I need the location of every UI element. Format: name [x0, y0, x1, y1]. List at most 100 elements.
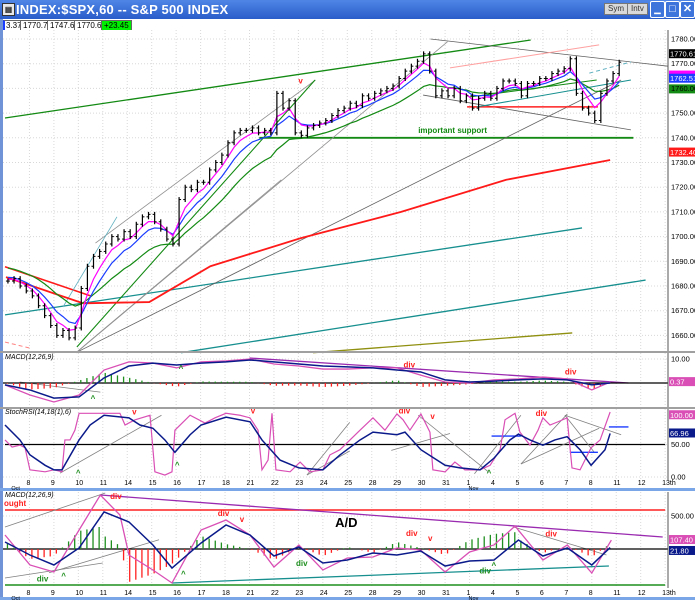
price-bar: [5, 278, 10, 284]
x-tick-label: 21: [247, 480, 255, 487]
price-bar: [262, 127, 267, 136]
annotation-label: v: [240, 515, 245, 524]
y-tick-label: 1660.00: [671, 331, 695, 340]
y-tick-label: 1680.00: [671, 282, 695, 291]
price-bar: [562, 66, 567, 74]
x-tick-label: 15: [149, 480, 157, 487]
x-month-label: Nov: [469, 596, 479, 600]
price-bar: [164, 226, 169, 242]
price-bar: [494, 85, 499, 101]
y-tick-label: 1670.00: [671, 306, 695, 315]
trendline: [100, 494, 663, 538]
x-tick-label: 24: [320, 590, 328, 597]
value-badge: [669, 147, 695, 157]
price-bar: [433, 68, 438, 99]
x-tick-label: 30: [418, 480, 426, 487]
price-bar: [598, 90, 603, 123]
trendline: [4, 266, 91, 297]
price-bar: [152, 211, 157, 225]
price-bar: [30, 288, 35, 299]
price-bar: [42, 303, 47, 319]
price-bar: [482, 90, 487, 101]
x-tick-label: 21: [247, 590, 255, 597]
price-bar: [501, 78, 506, 91]
price-bar: [177, 197, 182, 247]
trendline: [171, 565, 609, 584]
value-badge-label: 1762.51: [670, 74, 695, 83]
x-tick-label: 11: [613, 590, 620, 597]
annotation-label: div: [110, 492, 122, 501]
x-tick-label: 8: [589, 480, 593, 487]
price-bar: [397, 76, 402, 89]
x-tick-label: 5: [515, 590, 519, 597]
price-bar: [336, 108, 341, 119]
x-tick-label: 22: [271, 480, 279, 487]
price-bar: [207, 167, 212, 185]
price-bar: [586, 105, 591, 116]
x-tick-label: 14: [124, 590, 132, 597]
trendline: [476, 79, 632, 108]
x-tick-label: 10: [75, 480, 83, 487]
trendline: [564, 414, 622, 436]
y-tick-label: 500.00: [671, 511, 694, 520]
price-bar: [354, 100, 359, 109]
maximize-button[interactable]: □: [665, 1, 680, 18]
x-tick-label: 25: [344, 480, 352, 487]
price-bar: [360, 93, 365, 109]
x-tick-label: 10: [75, 590, 83, 597]
y-tick-label: 1700.00: [671, 232, 695, 241]
price-bar: [60, 327, 65, 338]
y-tick-label: 0.00: [671, 473, 686, 482]
price-bar: [12, 276, 17, 284]
trendline: [4, 492, 106, 528]
trendline: [75, 179, 282, 353]
window-frame: [0, 19, 3, 600]
annotation-label: div: [545, 529, 557, 538]
price-bar: [85, 263, 90, 291]
price-bar: [372, 90, 377, 101]
price-bar: [311, 122, 316, 131]
x-tick-label: 12: [638, 590, 646, 597]
panel-separator: [0, 597, 695, 600]
y-tick-label: 1760.00: [671, 84, 695, 93]
annotation-label: div: [37, 574, 49, 583]
annotation-label: ^: [487, 469, 492, 478]
x-tick-label: 1: [467, 590, 471, 597]
x-tick-label: 8: [589, 590, 593, 597]
price-bar: [244, 127, 249, 133]
macd-panel-title: MACD(12,26,9): [5, 354, 54, 361]
close-button[interactable]: ✕: [680, 1, 695, 18]
signal-line: [4, 511, 611, 570]
price-bar: [525, 80, 530, 99]
interval-button[interactable]: Intv: [627, 3, 648, 15]
x-tick-label: 23: [295, 590, 303, 597]
app-icon: ▦: [2, 3, 15, 16]
value-badge-label: 21.80: [670, 546, 689, 555]
annotation-label: A/D: [335, 515, 357, 530]
price-bar: [342, 105, 347, 114]
x-tick-label: 15: [149, 590, 157, 597]
price-bar: [403, 68, 408, 81]
price-bar: [189, 184, 194, 193]
annotation-label: important support: [418, 126, 487, 135]
macd-line: [4, 358, 611, 403]
minimize-button[interactable]: ▁: [650, 1, 665, 18]
x-tick-label: 4: [491, 590, 495, 597]
x-tick-label: 28: [369, 590, 377, 597]
annotation-label: div: [406, 529, 418, 538]
x-tick-label: 12: [638, 480, 646, 487]
price-bar: [128, 229, 133, 240]
trendline: [417, 414, 490, 473]
price-bar: [225, 140, 230, 158]
x-tick-label: 6: [540, 480, 544, 487]
price-bar: [617, 59, 622, 77]
price-bar: [580, 90, 585, 111]
x-tick-label: 5: [515, 480, 519, 487]
price-bar: [427, 51, 432, 74]
price-bar: [97, 248, 102, 259]
trendline: [59, 414, 162, 474]
value-badge-label: 1770.61: [670, 50, 695, 59]
trendline: [180, 279, 646, 354]
trendline: [75, 79, 622, 354]
y-tick-label: 1710.00: [671, 207, 695, 216]
